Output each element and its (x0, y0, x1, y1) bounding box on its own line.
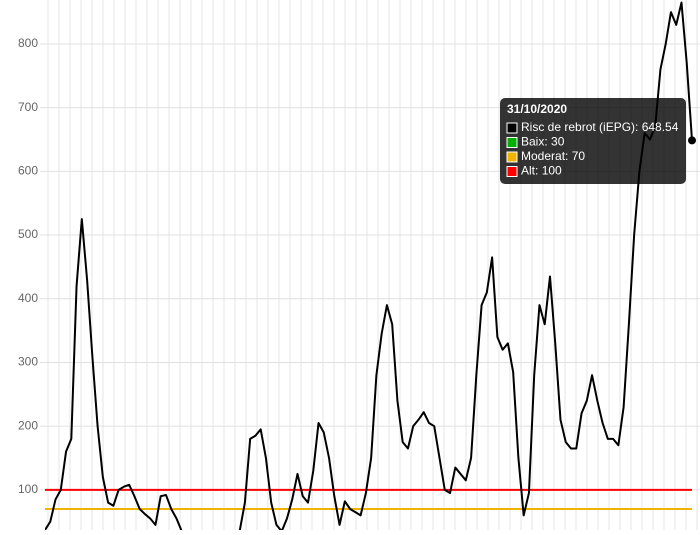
data-point (688, 136, 696, 145)
y-tick-label: 700 (18, 100, 38, 114)
y-tick-label: 100 (18, 482, 38, 496)
legend-swatch (506, 151, 518, 163)
tooltip-title: 31/10/2020 (507, 102, 567, 116)
legend-label: Moderat (521, 149, 566, 163)
legend-swatch (506, 166, 518, 177)
legend-label: Risc de rebrot (iEPG) (521, 120, 635, 134)
y-tick-label: 600 (18, 164, 38, 178)
legend-label: Baix (521, 135, 544, 149)
legend-label: Alt (521, 164, 536, 178)
tooltip-box (500, 98, 686, 184)
tooltip-value: 648.54 (642, 120, 679, 134)
separator: : (535, 164, 542, 178)
y-tick-label: 400 (18, 291, 38, 305)
tooltip-item: Alt: 100 (521, 164, 562, 178)
separator: : (565, 149, 572, 163)
tooltip-value: 100 (542, 164, 562, 178)
tooltip-value: 70 (572, 149, 586, 163)
legend-swatch (506, 122, 518, 134)
y-tick-label: 300 (18, 355, 38, 369)
tooltip-item: Risc de rebrot (iEPG): 648.54 (521, 120, 679, 134)
y-tick-label: 800 (18, 36, 38, 50)
separator: : (544, 135, 551, 149)
tooltip-value: 30 (551, 135, 565, 149)
tooltip-item: Baix: 30 (521, 135, 565, 149)
separator: : (635, 120, 642, 134)
tooltip-item: Moderat: 70 (521, 149, 585, 163)
legend-swatch (506, 137, 518, 148)
y-tick-label: 500 (18, 227, 38, 241)
data-line (45, 1, 693, 530)
y-tick-label: 200 (18, 418, 38, 432)
grid: 100 200 300 400 500 600 700 800 (18, 0, 700, 530)
plot-area (45, 1, 693, 530)
